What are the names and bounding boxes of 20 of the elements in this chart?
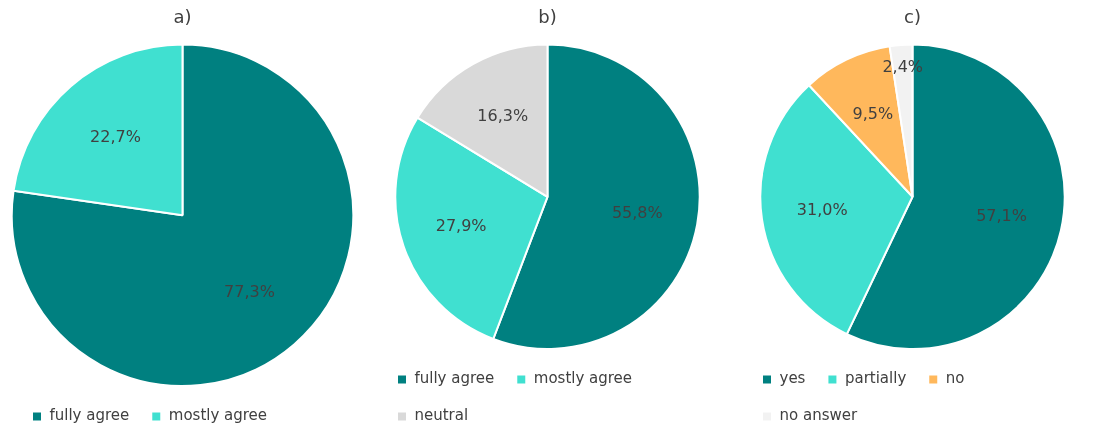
legend-label: mostly agree bbox=[533, 369, 633, 388]
legend-label: partially bbox=[844, 369, 907, 388]
legend-label: no bbox=[945, 369, 965, 388]
data-label: 57,1% bbox=[976, 206, 1027, 226]
data-label: 16,3% bbox=[477, 106, 529, 126]
data-label: 31,0% bbox=[796, 199, 848, 219]
legend-label: fully agree bbox=[49, 406, 130, 425]
chart-title: c) bbox=[904, 6, 921, 28]
data-label: 55,8% bbox=[611, 202, 663, 222]
legend-label: mostly agree bbox=[168, 406, 268, 425]
chart-title: a) bbox=[173, 6, 192, 28]
legend-label: yes bbox=[779, 369, 806, 388]
data-label: 27,9% bbox=[435, 215, 487, 235]
data-label: 22,7% bbox=[90, 126, 141, 146]
legend-label: neutral bbox=[414, 406, 469, 425]
data-label: 77,3% bbox=[224, 281, 275, 301]
legend-label: fully agree bbox=[414, 369, 495, 388]
legend-label: no answer bbox=[779, 406, 858, 425]
chart-title: b) bbox=[538, 6, 557, 28]
data-label: 9,5% bbox=[852, 103, 894, 123]
